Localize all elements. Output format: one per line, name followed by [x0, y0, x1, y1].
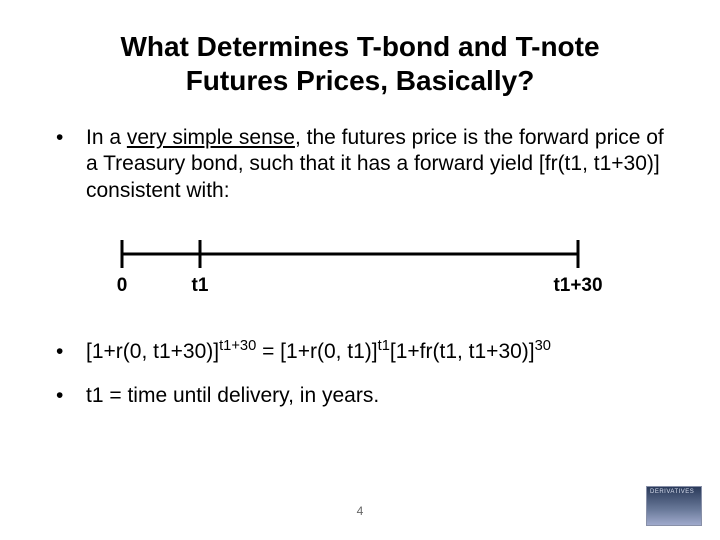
title-line-1: What Determines T-bond and T-note [120, 31, 599, 62]
slide: What Determines T-bond and T-note Future… [0, 0, 720, 540]
timeline: 0 t1 t1+30 [120, 238, 670, 299]
bullet-1-text: In a very simple sense, the futures pric… [78, 125, 670, 204]
timeline-label-t1: t1 [192, 275, 209, 297]
page-number: 4 [0, 504, 720, 518]
bullet-2-text: [1+r(0, t1+30)]t1+30 = [1+r(0, t1)]t1[1+… [78, 339, 670, 365]
timeline-label-0: 0 [117, 275, 128, 297]
eq-part-eq: = [1+r(0, t1)] [256, 340, 377, 363]
logo-text: DERIVATIVES [650, 489, 694, 495]
eq-part-c: [1+fr(t1, t1+30)] [390, 340, 535, 363]
eq-sup-a: t1+30 [219, 338, 256, 354]
bullet-1: In a very simple sense, the futures pric… [50, 125, 670, 204]
timeline-label-t1-30: t1+30 [553, 275, 602, 297]
title-line-2: Futures Prices, Basically? [186, 65, 535, 96]
bullet-1-pre: In a [86, 126, 127, 149]
bullet-1-underline: very simple sense [127, 126, 295, 149]
timeline-labels: 0 t1 t1+30 [120, 275, 580, 299]
slide-title: What Determines T-bond and T-note Future… [90, 30, 630, 97]
book-logo-icon: DERIVATIVES [646, 486, 702, 526]
bullet-3-text: t1 = time until delivery, in years. [78, 383, 670, 409]
eq-sup-c: 30 [535, 338, 551, 354]
eq-sup-b: t1 [378, 338, 390, 354]
bullet-3: t1 = time until delivery, in years. [50, 383, 670, 409]
timeline-svg [120, 238, 580, 270]
bullet-2: [1+r(0, t1+30)]t1+30 = [1+r(0, t1)]t1[1+… [50, 339, 670, 365]
eq-part-a: [1+r(0, t1+30)] [86, 340, 219, 363]
